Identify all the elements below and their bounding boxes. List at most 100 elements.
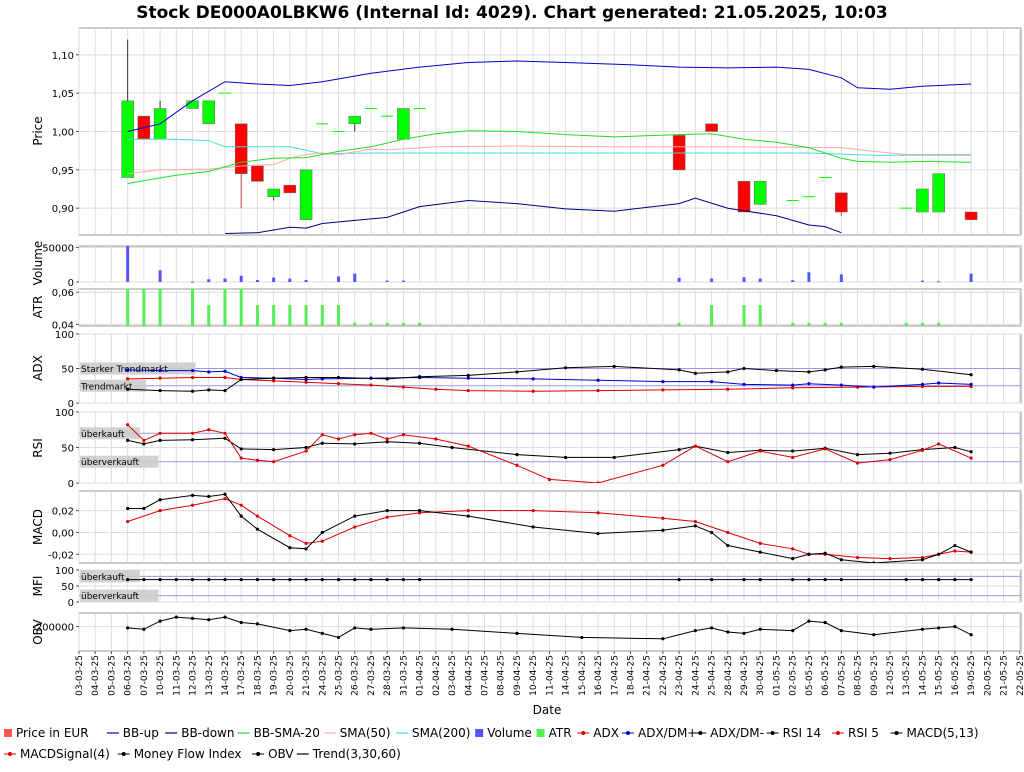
volume-bar [969, 273, 973, 282]
mfi-point [920, 578, 925, 582]
rsi14-line-point [304, 445, 308, 450]
macd-signal-line-point [385, 515, 389, 519]
atr-bar [320, 305, 324, 326]
mfi-point [839, 578, 843, 582]
legend-item: SMA(50) [323, 726, 391, 740]
volume-bar [791, 280, 795, 282]
rsi5-line-point [142, 438, 146, 442]
macd-signal-line-point [288, 534, 292, 538]
dm-plus-line-point [531, 377, 535, 381]
obv-line-point [190, 616, 195, 621]
macd-line-point [596, 531, 600, 536]
x-tick-label: 27-03-25 [367, 655, 377, 696]
rsi5-line-point [758, 449, 762, 453]
atr-bar [742, 305, 746, 326]
x-tick-label: 08-04-25 [497, 655, 507, 696]
macd-signal-line-point [726, 530, 730, 535]
rsi14-line-point [385, 440, 389, 444]
mfi-point [677, 578, 681, 582]
atr-bar [255, 305, 259, 326]
rsi5-line-point [693, 444, 697, 448]
volume-bar [677, 277, 681, 282]
mfi-point [758, 578, 762, 582]
obv-line-point [693, 629, 697, 633]
candle-body [299, 169, 313, 220]
reference-label: Starker Trendmarkt [81, 365, 168, 375]
rsi5-line-point [726, 460, 730, 464]
x-tick-label: 21-04-25 [643, 655, 653, 696]
volume-bar [742, 277, 746, 282]
legend-label: OBV [268, 747, 294, 761]
volume-bar [126, 246, 130, 282]
volume-bar [937, 281, 941, 283]
atr-bar [239, 289, 243, 326]
macd-line-point [920, 558, 925, 562]
x-tick-label: 28-03-25 [383, 655, 393, 696]
dm-minus-line-point [239, 377, 243, 382]
rsi5-line-point [434, 437, 438, 441]
dm-minus-line-point [515, 370, 519, 374]
x-tick-label: 21-05-25 [1000, 655, 1010, 696]
x-tick-label: 17-03-25 [237, 655, 247, 696]
macd-line-point [255, 527, 260, 531]
candle-body [835, 192, 848, 213]
dm-minus-line-point [774, 368, 779, 373]
mfi-point [742, 578, 746, 582]
legend-marker [836, 731, 840, 735]
x-tick-label: 21-03-25 [302, 655, 312, 696]
reference-label-bg [80, 362, 196, 375]
dm-plus-line-point [791, 383, 795, 387]
legend-swatch [4, 729, 12, 737]
rsi5-line-point [320, 433, 324, 437]
macd-line-point [126, 506, 130, 511]
dm-plus-line-point [839, 383, 843, 387]
rsi14-line-point [272, 448, 276, 452]
volume-bar [385, 280, 389, 282]
legend-label: ADX/DM- [710, 726, 764, 740]
x-tick-label: 30-04-25 [756, 655, 766, 696]
legend-marker [626, 731, 630, 735]
obv-line-point [174, 615, 178, 619]
macd-signal-line-point [320, 539, 324, 543]
x-tick-label: 13-05-25 [902, 655, 912, 696]
chart-title: Stock DE000A0LBKW6 (Internal Id: 4029). … [136, 3, 887, 23]
obv-line-point [450, 627, 454, 631]
rsi5-line-point [466, 444, 470, 448]
obv-line-group [126, 615, 973, 641]
price-axis-label: Price [31, 116, 45, 145]
dm-plus-line-point [709, 380, 714, 384]
rsi5-line-point [888, 457, 892, 462]
x-tick-label: 14-03-25 [221, 655, 231, 696]
dm-plus-line-point [807, 382, 811, 386]
atr-bar [191, 289, 195, 326]
obv-line-point [336, 635, 341, 640]
rsi5-line-point [515, 463, 519, 467]
rsi5-line-point [336, 437, 341, 441]
mfi-point [385, 578, 389, 582]
dm-minus-line-point [872, 364, 876, 369]
macd-signal-line-point [855, 555, 860, 560]
obv-line-point [369, 627, 373, 631]
dm-minus-line-point [693, 371, 697, 375]
rsi5-line-point [661, 463, 665, 467]
obv-line-point [969, 633, 973, 637]
dm-minus-line-point [336, 375, 341, 380]
volume-bar [920, 280, 924, 282]
dm-minus-line-point [272, 376, 276, 380]
reference-label-bg [80, 379, 146, 392]
legend-item: BB-up [106, 726, 159, 740]
bb-sma20-line-group [127, 130, 972, 185]
legend-label: RSI 14 [783, 726, 822, 740]
mfi-point [953, 578, 957, 582]
dm-plus-line-point [742, 382, 746, 386]
mfi-point [158, 578, 162, 582]
rsi14-line-point [223, 436, 227, 440]
adx-line-point [401, 385, 405, 389]
dm-minus-line-point [742, 366, 746, 371]
macd-signal-line-point [190, 503, 195, 507]
macd-signal-line-point [661, 516, 665, 520]
x-tick-label: 16-05-25 [951, 655, 961, 696]
dm-minus-line-point [839, 365, 843, 369]
